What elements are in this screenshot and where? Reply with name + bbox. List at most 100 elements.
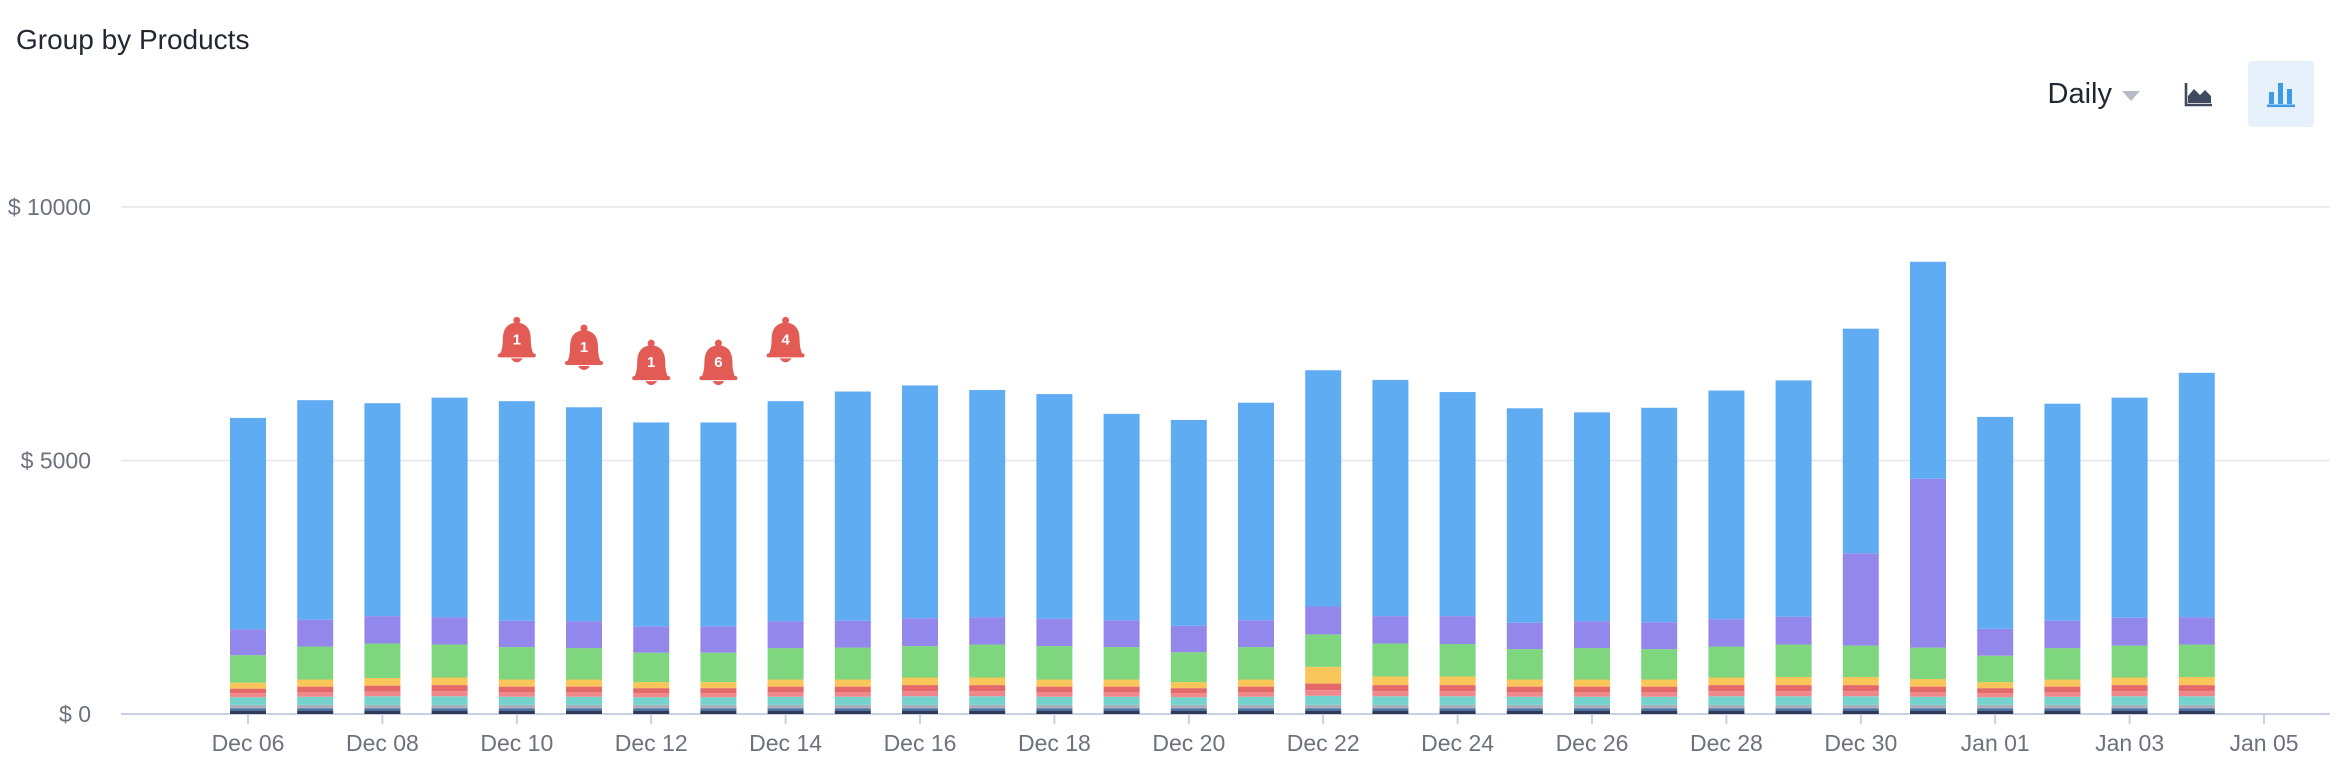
bar-segment bbox=[297, 686, 334, 693]
bar-segment bbox=[297, 646, 334, 680]
alert-bell-icon: 1 bbox=[565, 324, 603, 370]
bar-segment bbox=[1910, 708, 1946, 711]
bar-segment bbox=[1842, 645, 1879, 677]
bar-segment bbox=[297, 696, 334, 705]
bar-stack bbox=[1170, 419, 1207, 714]
bar-segment bbox=[1977, 682, 2014, 689]
bar-segment bbox=[2111, 696, 2148, 705]
bar-segment bbox=[1977, 693, 2014, 698]
bar-segment bbox=[1036, 692, 1073, 697]
bar-stack bbox=[566, 407, 602, 714]
bar-segment bbox=[2044, 692, 2081, 697]
bar-segment bbox=[364, 691, 401, 697]
bar-segment bbox=[1775, 685, 1812, 692]
bar-segment bbox=[1574, 686, 1610, 693]
bar-segment bbox=[1641, 704, 1678, 709]
x-tick-label: Dec 10 bbox=[480, 730, 553, 756]
bar-segment bbox=[1036, 618, 1073, 647]
bar-segment bbox=[1238, 647, 1274, 680]
x-tick-label: Dec 28 bbox=[1690, 730, 1763, 756]
bar-segment bbox=[1641, 679, 1678, 687]
bar-segment bbox=[700, 708, 737, 711]
bar-segment bbox=[1305, 370, 1342, 607]
bar-segment bbox=[834, 704, 871, 709]
bar-segment bbox=[767, 696, 804, 705]
bar-stack bbox=[2111, 397, 2148, 714]
bar-segment bbox=[633, 682, 670, 689]
bar-segment bbox=[834, 696, 871, 705]
x-tick-label: Dec 20 bbox=[1152, 730, 1225, 756]
bar-segment bbox=[364, 616, 401, 644]
bar-segment bbox=[297, 710, 334, 714]
bar-segment bbox=[1439, 644, 1476, 677]
bar-segment bbox=[1708, 691, 1745, 697]
bar-segment bbox=[566, 686, 602, 693]
bar-segment bbox=[1238, 708, 1274, 711]
bar-segment bbox=[969, 685, 1006, 692]
bell-knob bbox=[714, 339, 722, 347]
bar-segment bbox=[969, 644, 1006, 678]
bar-segment bbox=[364, 696, 401, 705]
bell-rim bbox=[699, 376, 738, 381]
bar-segment bbox=[700, 688, 737, 694]
bar-segment bbox=[1775, 704, 1812, 709]
bar-segment bbox=[700, 693, 737, 698]
bar-segment bbox=[1574, 696, 1610, 705]
bar-segment bbox=[1103, 692, 1140, 697]
bar-segment bbox=[1238, 679, 1274, 687]
bar-segment bbox=[1574, 648, 1610, 680]
bar-segment bbox=[1103, 647, 1140, 680]
bar-segment bbox=[633, 652, 670, 683]
bar-segment bbox=[1439, 616, 1476, 645]
bar-segment bbox=[1439, 708, 1476, 711]
bar-segment bbox=[1910, 478, 1946, 648]
bar-segment bbox=[230, 655, 266, 683]
bar-segment bbox=[902, 704, 938, 709]
bar-segment bbox=[2111, 704, 2148, 709]
bar-segment bbox=[1506, 679, 1543, 687]
bar-segment bbox=[1977, 704, 2014, 709]
bar-segment bbox=[498, 401, 535, 621]
bar-segment bbox=[700, 704, 737, 709]
bar-segment bbox=[2178, 710, 2215, 714]
bar-segment bbox=[566, 708, 602, 711]
bar-segment bbox=[1842, 696, 1879, 705]
bar-view-button[interactable] bbox=[2248, 61, 2314, 127]
bar-segment bbox=[1641, 649, 1678, 680]
period-dropdown[interactable]: Daily bbox=[2048, 78, 2140, 111]
bar-segment bbox=[1708, 704, 1745, 709]
bar-segment bbox=[230, 417, 266, 630]
bar-segment bbox=[364, 643, 401, 679]
bar-stack bbox=[2178, 372, 2215, 714]
bar-segment bbox=[834, 679, 871, 687]
y-tick-label: $ 0 bbox=[59, 701, 91, 727]
bar-segment bbox=[1977, 697, 2014, 705]
y-tick-label: $ 10000 bbox=[8, 194, 91, 220]
bar-segment bbox=[1103, 679, 1140, 687]
bar-segment bbox=[700, 682, 737, 689]
bar-segment bbox=[431, 708, 468, 711]
bar-segment bbox=[1775, 691, 1812, 697]
bar-segment bbox=[969, 704, 1006, 709]
bar-stack bbox=[969, 390, 1006, 714]
bar-segment bbox=[633, 697, 670, 705]
x-tick-label: Dec 16 bbox=[884, 730, 957, 756]
bar-segment bbox=[1372, 704, 1409, 709]
bar-segment bbox=[566, 679, 602, 687]
bar-segment bbox=[2044, 686, 2081, 693]
bar-segment bbox=[1641, 696, 1678, 705]
bar-stack bbox=[1103, 413, 1140, 714]
bar-segment bbox=[767, 679, 804, 687]
x-tick-label: Jan 03 bbox=[2095, 730, 2164, 756]
bar-segment bbox=[1842, 710, 1879, 714]
bar-segment bbox=[633, 688, 670, 694]
bar-segment bbox=[297, 704, 334, 709]
chart-title: Group by Products bbox=[16, 24, 250, 55]
bar-segment bbox=[1708, 619, 1745, 647]
bar-stack bbox=[230, 417, 266, 714]
bar-segment bbox=[364, 708, 401, 711]
bar-segment bbox=[1305, 683, 1342, 691]
area-view-button[interactable] bbox=[2166, 61, 2232, 127]
bar-segment bbox=[1641, 710, 1678, 714]
bar-segment bbox=[1170, 693, 1207, 698]
